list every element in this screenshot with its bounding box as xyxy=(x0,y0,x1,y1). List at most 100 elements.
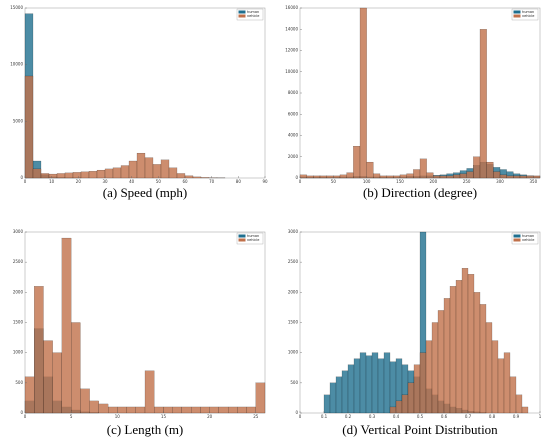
x-tick-label: 0 xyxy=(24,414,27,419)
histogram-bar xyxy=(389,406,397,414)
histogram-bar xyxy=(96,169,106,179)
histogram-bar xyxy=(80,171,90,179)
histogram-bar xyxy=(89,400,99,414)
histogram-bar xyxy=(395,400,403,414)
histogram-bar xyxy=(359,7,367,179)
histogram-bar xyxy=(446,175,454,179)
histogram-bar xyxy=(419,158,427,179)
histogram-bar xyxy=(152,164,162,179)
x-tick-label: 40 xyxy=(129,179,135,184)
y-tick-label: 15000 xyxy=(10,5,23,10)
histogram-bar xyxy=(237,406,247,414)
histogram-bar xyxy=(176,173,186,179)
legend-swatch xyxy=(513,14,521,18)
y-tick-label: 10000 xyxy=(10,62,23,67)
histogram-bar xyxy=(144,157,154,179)
legend-label: human xyxy=(247,234,259,238)
histogram-bar xyxy=(373,173,381,179)
legend-swatch xyxy=(238,234,246,238)
x-tick-label: 0.7 xyxy=(465,414,472,419)
x-tick-label: 30 xyxy=(102,179,108,184)
histogram-bar xyxy=(359,352,367,414)
histogram-bar xyxy=(506,175,514,179)
y-tick-label: 0 xyxy=(20,175,23,180)
histogram-bar xyxy=(437,310,445,414)
y-tick-label: 2500 xyxy=(288,259,299,264)
legend-label: vehicle xyxy=(522,14,534,18)
histogram-bar xyxy=(341,370,349,414)
histogram-bar xyxy=(379,175,387,179)
histogram-bar xyxy=(499,174,507,179)
histogram-bar xyxy=(393,175,401,179)
caption: (d) Vertical Point Distribution xyxy=(342,422,498,437)
x-tick-label: 200 xyxy=(430,179,438,184)
histogram-bar xyxy=(306,175,314,179)
histogram-bar xyxy=(88,171,98,179)
histogram-bar xyxy=(365,355,373,414)
histogram-bar xyxy=(389,361,397,414)
histogram-bar xyxy=(425,340,433,414)
histogram-bar xyxy=(443,298,451,414)
histogram-bar xyxy=(479,304,487,414)
y-tick-label: 2000 xyxy=(288,289,299,294)
histogram-bar xyxy=(136,152,146,179)
x-tick-label: 0.9 xyxy=(513,414,520,419)
y-tick-label: 12000 xyxy=(285,48,298,53)
x-tick-label: 350 xyxy=(530,179,538,184)
histogram-bar xyxy=(323,394,331,414)
histogram-bar xyxy=(353,146,361,179)
plot-area xyxy=(24,7,266,179)
histogram-bar xyxy=(24,376,35,414)
histogram-bar xyxy=(329,382,337,414)
histogram-bar xyxy=(200,177,210,179)
histogram-bar xyxy=(497,358,505,414)
histogram-bar xyxy=(353,358,361,414)
legend-swatch xyxy=(513,238,521,242)
histogram-bar xyxy=(333,175,341,179)
x-tick-label: 20 xyxy=(76,179,82,184)
y-tick-label: 1500 xyxy=(13,320,24,325)
histogram-bar xyxy=(64,172,74,179)
histogram-bar xyxy=(479,29,487,179)
histogram-bar xyxy=(56,173,66,179)
histogram-bar xyxy=(24,75,34,179)
histogram-bar xyxy=(526,175,534,179)
y-tick-label: 16000 xyxy=(285,5,298,10)
histogram-bar xyxy=(209,406,219,414)
histogram-bar xyxy=(431,322,439,414)
y-tick-label: 2000 xyxy=(288,154,299,159)
histogram-bar xyxy=(135,406,146,414)
histogram-bar xyxy=(366,161,374,179)
histogram-bar xyxy=(426,172,434,179)
x-tick-label: 10 xyxy=(49,179,55,184)
histogram-bar xyxy=(200,406,210,414)
x-tick-label: 70 xyxy=(209,179,215,184)
y-tick-label: 2000 xyxy=(13,289,24,294)
histogram-bar xyxy=(192,176,202,179)
histogram-bar xyxy=(168,167,178,179)
histogram-bar xyxy=(40,173,50,179)
x-tick-label: 0.8 xyxy=(489,414,496,419)
x-tick-label: 0 xyxy=(24,179,27,184)
legend-label: vehicle xyxy=(522,238,534,242)
histogram-bar xyxy=(98,403,109,414)
histogram-bar xyxy=(191,406,201,414)
histogram-bar xyxy=(71,322,81,414)
legend-label: human xyxy=(247,10,259,14)
y-tick-label: 10000 xyxy=(285,69,298,74)
histogram-bar xyxy=(34,286,44,414)
legend-label: vehicle xyxy=(247,14,259,18)
x-tick-label: 150 xyxy=(396,179,404,184)
histogram-bar xyxy=(52,352,62,414)
histogram-bar xyxy=(407,382,415,414)
histogram-bar xyxy=(513,175,521,179)
histogram-bar xyxy=(503,352,511,414)
histogram-bar xyxy=(461,268,469,414)
y-tick-label: 0 xyxy=(295,410,298,415)
y-tick-label: 0 xyxy=(20,410,23,415)
histogram-bar xyxy=(433,175,441,179)
x-tick-label: 0.6 xyxy=(441,414,448,419)
x-tick-label: 100 xyxy=(363,179,371,184)
histogram-bar xyxy=(453,174,461,179)
